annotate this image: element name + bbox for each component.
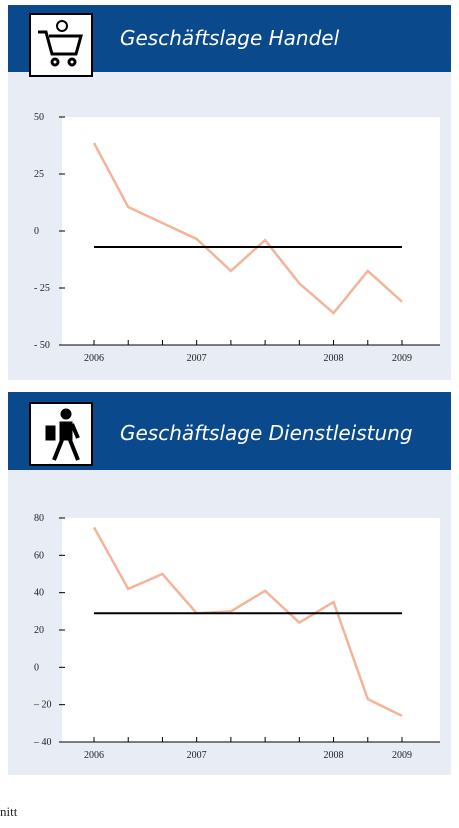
y-tick-label: 50 [34,112,44,123]
x-tick-label: 2008 [324,750,344,761]
y-tick-label: - 50 [34,340,50,351]
y-tick-label: 40 [34,588,44,599]
icon-box [29,13,93,77]
x-tick-label: 2008 [324,353,344,364]
y-tick-label: 0 [34,226,39,237]
x-tick-label: 2009 [392,353,412,364]
y-tick-label: 20 [34,625,44,636]
x-tick-label: 2009 [392,750,412,761]
x-tick-label: 2007 [187,750,207,761]
x-tick-label: 2007 [187,353,207,364]
y-tick-label: 80 [34,513,44,524]
chart-title: Geschäftslage Handel [120,26,340,50]
footer-text: nitt [0,804,18,819]
plot-area [62,518,440,742]
y-tick-label: - 25 [34,283,50,294]
y-tick-label: 60 [34,550,44,561]
y-tick-label: – 20 [33,700,52,711]
chart-title: Geschäftslage Dienstleistung [120,421,413,445]
walker-icon [45,408,80,461]
x-tick-label: 2006 [84,353,104,364]
y-tick-label: 25 [34,169,44,180]
y-tick-label: 0 [34,662,39,673]
y-tick-label: – 40 [33,737,52,748]
plot-area [62,117,440,345]
series-line [92,142,403,315]
x-tick-label: 2006 [84,750,104,761]
series-line [92,526,403,717]
cart-icon [38,20,83,67]
